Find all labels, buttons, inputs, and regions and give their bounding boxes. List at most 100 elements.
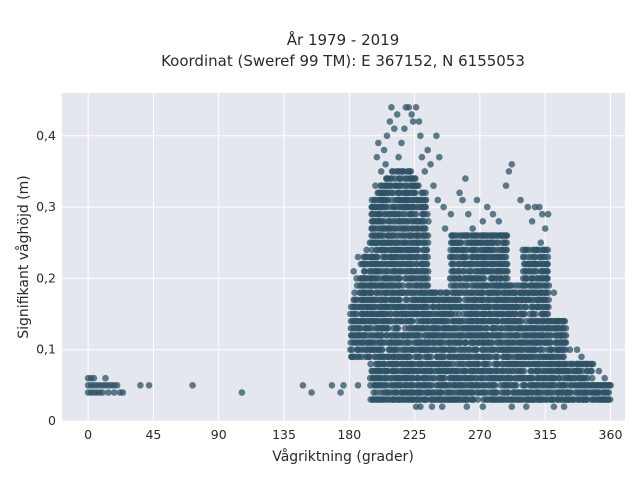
- data-point: [424, 253, 432, 261]
- data-point: [537, 239, 545, 246]
- data-point: [544, 246, 552, 254]
- data-point: [601, 374, 608, 382]
- data-point: [406, 353, 414, 361]
- data-point: [582, 396, 590, 403]
- data-point: [360, 289, 368, 297]
- data-point: [545, 296, 552, 304]
- data-point: [544, 310, 552, 318]
- data-point: [394, 325, 402, 332]
- data-point: [415, 118, 423, 125]
- data-point: [407, 168, 415, 175]
- data-point: [447, 210, 455, 218]
- data-point: [463, 403, 471, 411]
- data-point: [502, 253, 510, 261]
- data-point: [189, 382, 196, 389]
- data-point: [409, 118, 417, 125]
- y-tick-label: 0,4: [36, 128, 56, 143]
- data-points: [84, 104, 614, 411]
- data-point: [366, 353, 373, 361]
- data-point: [483, 203, 491, 211]
- x-tick-label: 270: [468, 427, 492, 442]
- y-tick-label: 0: [48, 413, 56, 428]
- data-point: [536, 203, 543, 211]
- data-point: [469, 225, 476, 232]
- data-point: [479, 218, 487, 225]
- data-point: [412, 189, 419, 197]
- data-point: [421, 168, 429, 175]
- data-point: [503, 260, 511, 268]
- y-tick-label: 0,2: [36, 270, 56, 285]
- data-point: [424, 239, 432, 246]
- y-tick-label: 0,1: [36, 342, 56, 357]
- data-point: [424, 232, 432, 239]
- data-point: [378, 332, 386, 339]
- data-point: [557, 332, 565, 339]
- y-tick-label: 0,3: [36, 199, 56, 214]
- data-point: [560, 403, 568, 411]
- data-point: [503, 239, 511, 246]
- data-point: [360, 332, 368, 339]
- data-point: [374, 253, 381, 261]
- data-point: [604, 382, 611, 389]
- data-point: [589, 360, 597, 368]
- data-point: [543, 275, 550, 282]
- data-point: [110, 389, 118, 396]
- data-point: [357, 260, 365, 268]
- data-point: [369, 203, 376, 211]
- data-point: [354, 382, 362, 389]
- data-point: [456, 189, 463, 197]
- data-point: [401, 125, 408, 132]
- data-point: [351, 289, 358, 297]
- data-point: [438, 403, 446, 411]
- data-point: [495, 396, 503, 403]
- data-point: [396, 275, 404, 282]
- x-tick-label: 180: [337, 427, 361, 442]
- data-point: [599, 396, 607, 403]
- data-point: [99, 389, 106, 396]
- data-point: [105, 389, 112, 396]
- data-point: [417, 132, 424, 140]
- data-point: [408, 111, 416, 118]
- data-point: [578, 353, 585, 361]
- data-point: [424, 282, 432, 289]
- data-point: [474, 396, 482, 403]
- data-point: [422, 225, 429, 232]
- data-point: [375, 139, 382, 147]
- data-point: [412, 175, 419, 182]
- data-point: [424, 210, 431, 218]
- data-point: [561, 317, 569, 325]
- data-point: [357, 296, 365, 304]
- x-tick-label: 45: [145, 427, 161, 442]
- x-tick-label: 0: [84, 427, 92, 442]
- data-point: [517, 196, 524, 204]
- data-point: [565, 396, 572, 403]
- data-point: [553, 317, 561, 325]
- data-point: [137, 382, 144, 389]
- data-point: [417, 403, 424, 411]
- data-point: [545, 282, 553, 289]
- data-point: [422, 196, 430, 204]
- data-point: [363, 303, 371, 311]
- data-point: [440, 203, 447, 211]
- data-point: [412, 104, 420, 111]
- data-point: [424, 268, 432, 275]
- data-point: [424, 303, 432, 311]
- data-point: [353, 310, 361, 318]
- data-point: [523, 403, 530, 411]
- data-point: [379, 346, 386, 354]
- data-point: [544, 289, 552, 297]
- x-tick-label: 360: [599, 427, 623, 442]
- data-point: [441, 225, 449, 232]
- data-point: [238, 389, 246, 396]
- data-point: [427, 161, 434, 168]
- data-point: [423, 260, 431, 268]
- data-point: [353, 275, 360, 282]
- data-point: [539, 210, 546, 218]
- data-point: [573, 346, 581, 354]
- data-point: [423, 246, 431, 254]
- data-point: [566, 346, 574, 354]
- data-point: [584, 367, 591, 375]
- data-point: [504, 268, 511, 275]
- data-point: [592, 389, 600, 396]
